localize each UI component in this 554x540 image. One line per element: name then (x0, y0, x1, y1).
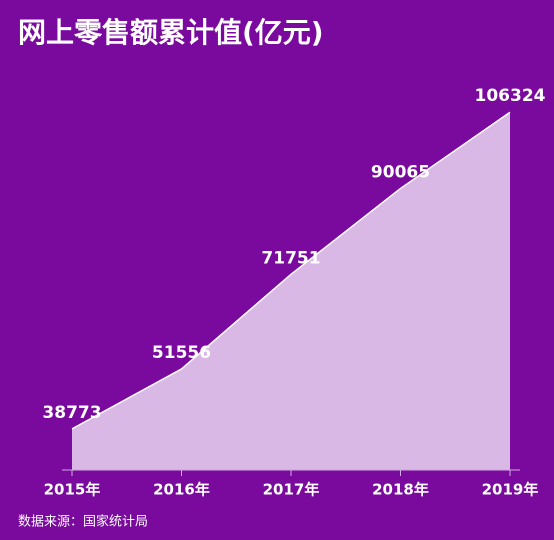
x-tick-label: 2017年 (263, 481, 320, 499)
x-tick-label: 2015年 (44, 481, 101, 499)
area-fill (72, 112, 510, 470)
source-note: 数据来源：国家统计局 (18, 514, 148, 530)
x-tick-label: 2016年 (153, 481, 210, 499)
data-label: 51556 (152, 343, 211, 363)
data-label: 38773 (42, 403, 101, 423)
data-label: 90065 (371, 162, 430, 182)
x-tick-label: 2018年 (372, 481, 429, 499)
data-label: 71751 (261, 248, 320, 268)
area-line (71, 111, 511, 430)
chart-title: 网上零售额累计值(亿元) (18, 16, 324, 49)
x-tick-label: 2019年 (482, 481, 539, 499)
data-label: 106324 (475, 86, 546, 106)
